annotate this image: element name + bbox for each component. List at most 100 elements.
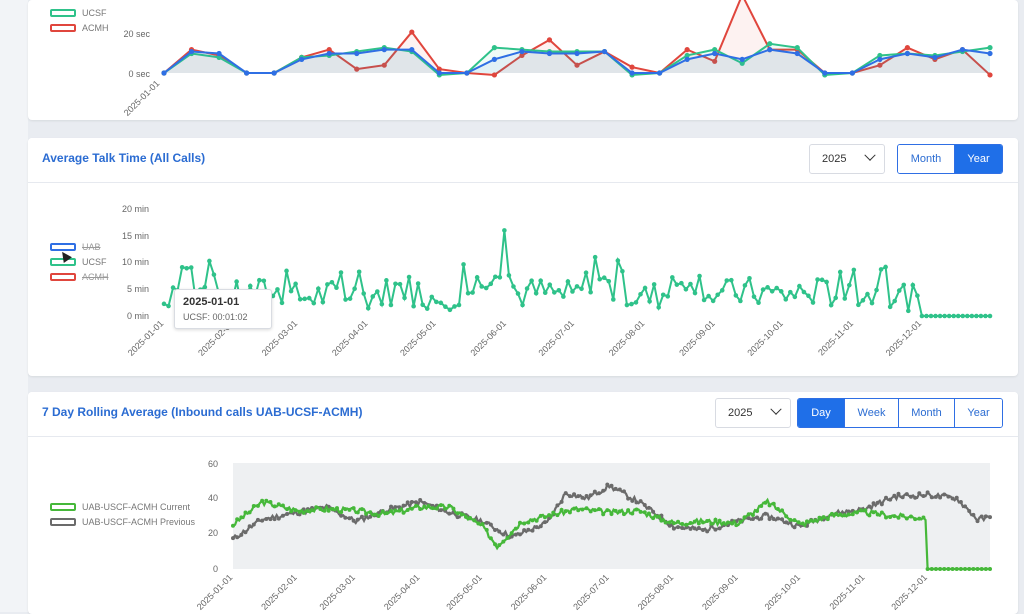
data-point-current[interactable] [414, 503, 419, 508]
data-point-ucsf[interactable] [493, 274, 498, 280]
data-point-previous[interactable] [884, 495, 889, 500]
data-point-ucsf[interactable] [488, 281, 494, 287]
data-point-current[interactable] [750, 512, 755, 517]
data-point-ucsf[interactable] [202, 284, 208, 290]
data-point-ucsf[interactable] [915, 293, 920, 298]
data-point-current[interactable] [484, 527, 489, 532]
data-point-ucsf[interactable] [302, 296, 307, 302]
data-point-ucsf[interactable] [733, 293, 739, 298]
data-point-previous[interactable] [988, 515, 992, 520]
data-point-previous[interactable] [646, 505, 651, 510]
data-point-ucsf[interactable] [234, 279, 239, 284]
data-point-ucsf[interactable] [502, 228, 507, 233]
data-point-acmh[interactable] [546, 37, 553, 43]
data-point-ucsf[interactable] [524, 286, 530, 291]
data-point-ucsf[interactable] [865, 291, 870, 297]
data-point-uab[interactable] [712, 50, 718, 57]
data-point-ucsf[interactable] [684, 52, 690, 59]
data-point-current[interactable] [538, 513, 543, 518]
data-point-ucsf[interactable] [288, 288, 294, 294]
data-point-ucsf[interactable] [797, 283, 802, 289]
data-point-current[interactable] [260, 498, 265, 503]
data-point-ucsf[interactable] [783, 297, 789, 302]
data-point-ucsf[interactable] [842, 296, 848, 301]
data-point-previous[interactable] [517, 532, 522, 537]
data-point-ucsf[interactable] [434, 299, 439, 305]
data-point-ucsf[interactable] [606, 278, 612, 284]
data-point-previous[interactable] [251, 522, 256, 527]
data-point-ucsf[interactable] [438, 300, 444, 306]
data-point-previous[interactable] [896, 491, 901, 496]
data-point-acmh[interactable] [629, 64, 635, 70]
data-point-uab[interactable] [326, 50, 332, 57]
data-point-ucsf[interactable] [910, 282, 916, 288]
data-point-ucsf[interactable] [611, 297, 616, 302]
data-point-ucsf[interactable] [719, 288, 725, 293]
data-point-ucsf[interactable] [365, 305, 371, 311]
data-point-current[interactable] [372, 512, 377, 517]
data-point-previous[interactable] [231, 536, 235, 541]
data-point-ucsf[interactable] [402, 295, 407, 301]
data-point-current[interactable] [742, 515, 747, 520]
data-point-current[interactable] [713, 517, 718, 522]
data-point-previous[interactable] [950, 496, 955, 501]
data-point-uab[interactable] [849, 70, 855, 76]
data-point-previous[interactable] [651, 509, 656, 514]
data-point-previous[interactable] [584, 494, 589, 499]
data-point-current[interactable] [804, 519, 809, 524]
data-point-current[interactable] [255, 503, 260, 508]
data-point-current[interactable] [730, 521, 735, 526]
data-point-previous[interactable] [917, 491, 922, 496]
data-point-current[interactable] [584, 506, 589, 511]
data-point-ucsf[interactable] [710, 298, 716, 304]
data-point-ucsf[interactable] [511, 284, 516, 289]
data-point-ucsf[interactable] [588, 289, 593, 295]
week-button[interactable]: Week [845, 399, 899, 427]
data-point-ucsf[interactable] [388, 302, 394, 308]
data-point-current[interactable] [975, 567, 980, 571]
data-point-ucsf[interactable] [624, 302, 630, 308]
data-point-current[interactable] [438, 503, 443, 508]
data-point-ucsf[interactable] [942, 313, 947, 319]
data-point-previous[interactable] [921, 494, 926, 499]
data-point-ucsf[interactable] [665, 294, 671, 299]
data-point-current[interactable] [917, 516, 922, 521]
data-point-current[interactable] [243, 510, 248, 515]
data-point-current[interactable] [422, 504, 427, 509]
data-point-current[interactable] [393, 508, 398, 513]
data-point-ucsf[interactable] [760, 287, 766, 292]
data-point-current[interactable] [875, 512, 880, 517]
data-point-ucsf[interactable] [247, 283, 253, 289]
data-point-current[interactable] [301, 510, 306, 515]
data-point-ucsf[interactable] [738, 298, 743, 304]
data-point-ucsf[interactable] [533, 291, 539, 296]
data-point-current[interactable] [468, 516, 473, 521]
data-point-current[interactable] [555, 513, 560, 518]
data-point-previous[interactable] [613, 486, 618, 491]
data-point-ucsf[interactable] [447, 307, 453, 313]
data-point-ucsf[interactable] [343, 297, 348, 302]
data-point-ucsf[interactable] [170, 285, 176, 290]
data-point-ucsf[interactable] [756, 300, 761, 306]
data-point-previous[interactable] [247, 524, 252, 529]
data-point-current[interactable] [701, 520, 706, 525]
data-point-current[interactable] [784, 514, 789, 519]
data-point-ucsf[interactable] [801, 289, 807, 295]
data-point-current[interactable] [621, 512, 626, 517]
data-point-current[interactable] [401, 510, 406, 515]
data-point-previous[interactable] [597, 491, 602, 496]
data-point-previous[interactable] [588, 493, 593, 498]
data-point-current[interactable] [892, 514, 897, 519]
data-point-previous[interactable] [389, 504, 394, 509]
data-point-current[interactable] [950, 567, 955, 571]
data-point-previous[interactable] [393, 505, 398, 510]
data-point-ucsf[interactable] [334, 285, 339, 291]
data-point-current[interactable] [925, 567, 930, 571]
data-point-current[interactable] [759, 504, 764, 509]
data-point-previous[interactable] [775, 516, 780, 521]
data-point-current[interactable] [946, 567, 951, 571]
data-point-uab[interactable] [436, 70, 442, 76]
data-point-current[interactable] [842, 513, 847, 518]
data-point-ucsf[interactable] [877, 52, 883, 59]
data-point-current[interactable] [651, 516, 656, 521]
